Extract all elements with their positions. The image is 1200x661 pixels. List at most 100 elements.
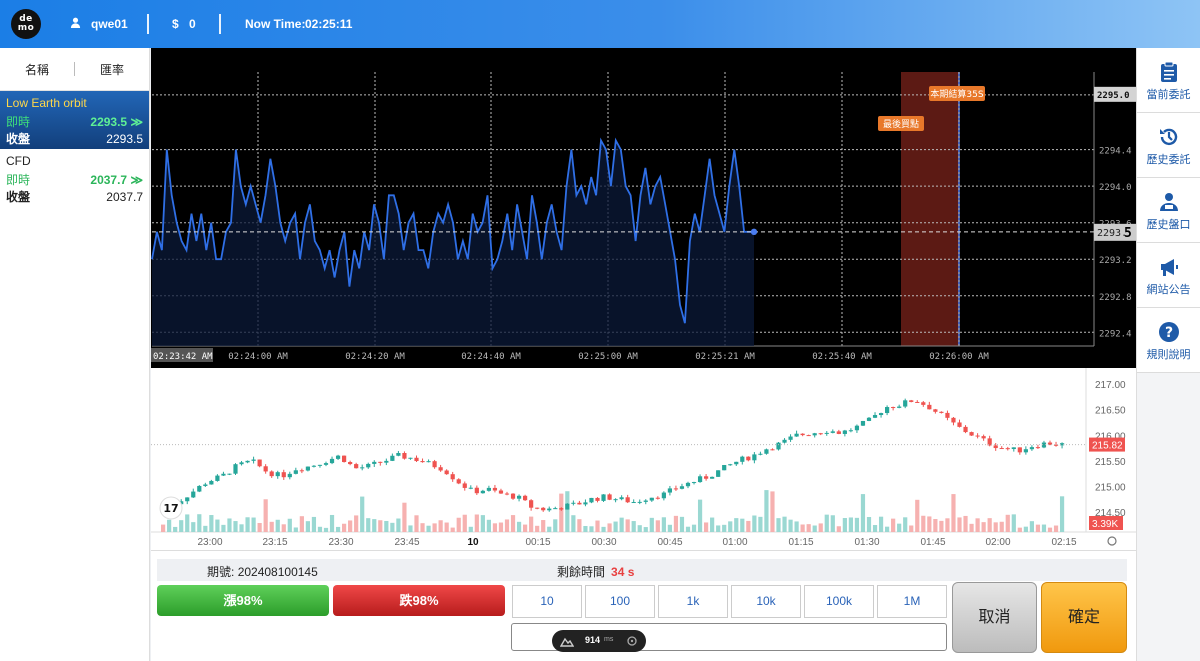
candle-body bbox=[1011, 447, 1016, 450]
volume-bar bbox=[607, 523, 612, 532]
candle-body bbox=[577, 502, 582, 505]
candle-body bbox=[559, 508, 564, 510]
product-item-leo[interactable]: Low Earth orbit 即時 2293.5 ≫ 收盤 2293.5 bbox=[0, 91, 149, 149]
volume-bar bbox=[492, 523, 498, 532]
volume-bar bbox=[215, 519, 220, 532]
volume-bar bbox=[239, 524, 244, 532]
amount-button-1k[interactable]: 1k bbox=[658, 585, 728, 618]
candlestick-chart[interactable]: 217.00 216.50 216.00 215.50 215.00 214.50 215.… bbox=[151, 368, 1136, 551]
candle-body bbox=[251, 459, 256, 461]
menu-order-history[interactable]: 歷史委託 bbox=[1137, 113, 1200, 178]
volume-bar bbox=[396, 518, 401, 532]
candle-body bbox=[541, 507, 546, 511]
candle-x-tick: 01:45 bbox=[920, 537, 945, 548]
volume-bar bbox=[269, 521, 274, 532]
confirm-button[interactable]: 確定 bbox=[1041, 582, 1127, 653]
candle-body bbox=[239, 462, 244, 465]
volume-bar bbox=[915, 499, 920, 532]
candle-body bbox=[691, 482, 697, 484]
volume-bar bbox=[335, 526, 341, 532]
volume-badge bbox=[1089, 516, 1123, 530]
volume-bar bbox=[619, 517, 624, 532]
candle-body bbox=[643, 500, 648, 502]
candle-body bbox=[812, 433, 817, 436]
x-tick-label: 02:23:42 AM bbox=[153, 352, 213, 362]
candle-body bbox=[981, 436, 986, 439]
volume-bar bbox=[993, 522, 998, 532]
volume-bar bbox=[299, 516, 304, 532]
candle-body bbox=[571, 502, 576, 504]
volume-bar bbox=[1047, 527, 1053, 532]
candle-body bbox=[480, 490, 485, 494]
remain-label: 剩餘時間 bbox=[557, 565, 606, 579]
candle-body bbox=[329, 458, 335, 464]
candle-x-tick: 23:00 bbox=[197, 537, 222, 548]
volume-bar bbox=[728, 521, 733, 532]
product-item-cfd[interactable]: CFD 即時 2037.7 ≫ 收盤 2037.7 bbox=[0, 149, 149, 209]
volume-bar bbox=[806, 524, 811, 532]
candle-body bbox=[390, 455, 395, 461]
candle-body bbox=[782, 439, 787, 443]
megaphone-icon bbox=[1160, 259, 1178, 276]
menu-label: 歷史委託 bbox=[1146, 154, 1191, 166]
amount-button-10[interactable]: 10 bbox=[512, 585, 582, 618]
fall-button[interactable]: 跌98% bbox=[333, 585, 505, 616]
x-tick-label: 02:26:00 AM bbox=[929, 352, 989, 362]
candle-body bbox=[927, 404, 932, 410]
volume-bar bbox=[209, 515, 214, 532]
volume-bar bbox=[1011, 514, 1016, 532]
candle-body bbox=[414, 457, 419, 462]
candle-body bbox=[420, 461, 425, 463]
candle-body bbox=[317, 464, 323, 466]
amount-button-10k[interactable]: 10k bbox=[731, 585, 801, 618]
menu-current-orders[interactable]: 當前委託 bbox=[1137, 48, 1200, 113]
candle-body bbox=[233, 464, 238, 474]
volume-bar bbox=[824, 514, 829, 532]
mountain-icon bbox=[560, 637, 574, 647]
volume-bar bbox=[342, 523, 347, 532]
candle-body bbox=[408, 457, 413, 459]
price-line-chart[interactable]: 2295.02294.42294.02293.62293.22292.82292… bbox=[151, 48, 1136, 368]
candle-body bbox=[655, 497, 660, 499]
current-price-badge bbox=[1094, 223, 1136, 241]
volume-bar bbox=[408, 525, 413, 532]
volume-bar bbox=[649, 517, 654, 532]
menu-announcements[interactable]: 網站公告 bbox=[1137, 243, 1200, 308]
candle-y-tick: 217.00 bbox=[1095, 380, 1126, 391]
menu-rules[interactable]: ? 規則說明 bbox=[1137, 308, 1200, 373]
rise-button[interactable]: 漲98% bbox=[157, 585, 329, 616]
volume-bar bbox=[764, 490, 769, 532]
volume-bar bbox=[1017, 527, 1022, 532]
volume-bar bbox=[794, 521, 799, 532]
volume-bar bbox=[800, 524, 805, 532]
cancel-button[interactable]: 取消 bbox=[952, 582, 1037, 653]
volume-bar bbox=[595, 520, 600, 532]
volume-bar bbox=[179, 520, 184, 532]
trade-panel: 期號: 202408100145 剩餘時間 34 s 漲98% 跌98% 10 1… bbox=[151, 551, 1136, 661]
candle-body bbox=[432, 461, 437, 468]
clipboard-icon bbox=[1160, 61, 1177, 82]
volume-bar bbox=[450, 527, 455, 532]
close-value: 2037.7 bbox=[106, 190, 143, 204]
amount-button-100[interactable]: 100 bbox=[585, 585, 655, 618]
volume-bar bbox=[782, 516, 787, 532]
candle-body bbox=[776, 442, 781, 450]
candle-body bbox=[945, 412, 950, 418]
menu-history-book[interactable]: 歷史盤口 bbox=[1137, 178, 1200, 243]
volume-bar bbox=[589, 526, 594, 532]
amount-button-1m[interactable]: 1M bbox=[877, 585, 947, 618]
candle-body bbox=[372, 461, 377, 464]
volume-bar bbox=[263, 499, 268, 532]
candle-body bbox=[987, 438, 992, 446]
close-value: 2293.5 bbox=[106, 132, 143, 146]
amount-button-100k[interactable]: 100k bbox=[804, 585, 874, 618]
volume-bar bbox=[486, 519, 491, 532]
candle-body bbox=[257, 459, 262, 467]
volume-bar bbox=[378, 520, 383, 532]
volume-bar bbox=[293, 527, 298, 532]
volume-bar bbox=[577, 519, 582, 532]
volume-bar bbox=[981, 522, 986, 532]
candle-body bbox=[354, 464, 359, 469]
candle-body bbox=[378, 461, 383, 463]
candle-y-tick: 216.00 bbox=[1095, 431, 1126, 442]
